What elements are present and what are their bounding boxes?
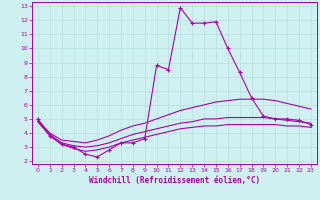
- X-axis label: Windchill (Refroidissement éolien,°C): Windchill (Refroidissement éolien,°C): [89, 176, 260, 185]
